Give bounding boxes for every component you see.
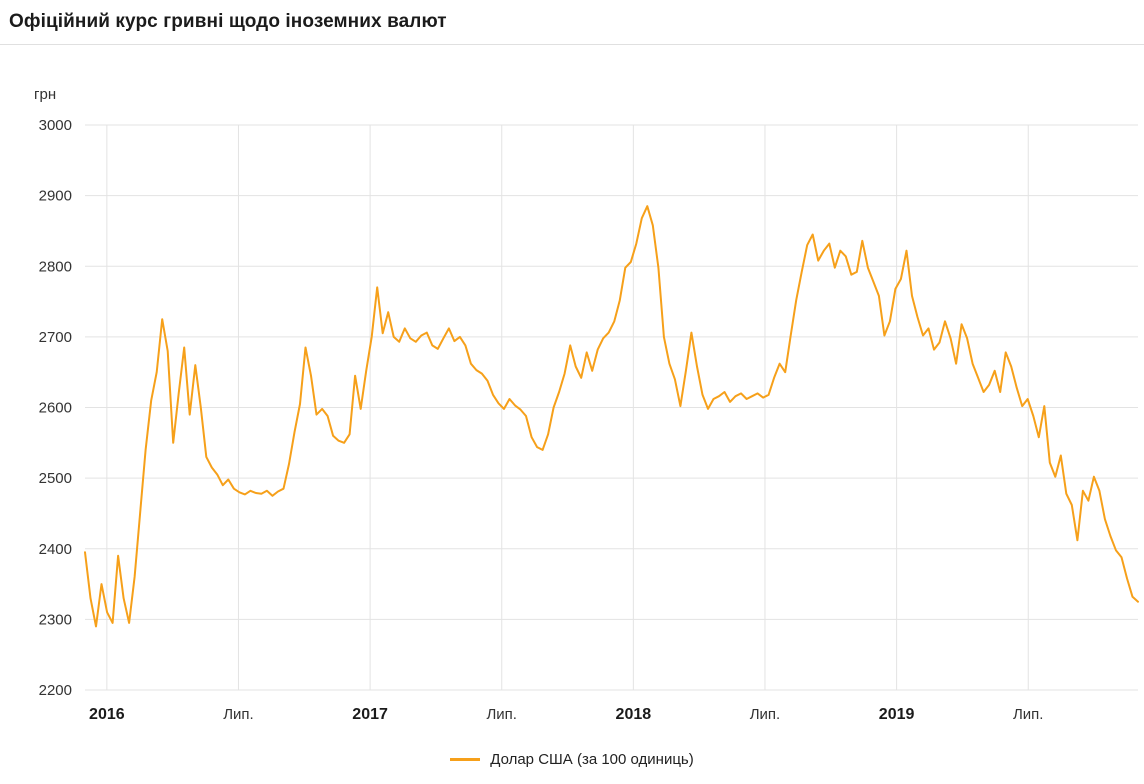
header: Офіційний курс гривні щодо іноземних вал… [0,0,1144,45]
x-tick-label: Лип. [750,706,781,723]
legend-line-swatch [450,758,481,761]
y-tick-label: 2700 [39,329,72,346]
x-tick-label: 2016 [89,706,125,723]
y-tick-label: 2400 [39,541,72,558]
y-axis-title: грн [34,86,56,103]
legend-item-usd[interactable]: Долар США (за 100 одиниць) [450,751,694,768]
y-tick-label: 2600 [39,400,72,417]
legend-label: Долар США (за 100 одиниць) [490,751,694,768]
x-tick-label: Лип. [486,706,517,723]
y-tick-label: 2900 [39,188,72,205]
legend: Долар США (за 100 одиниць) [0,735,1144,784]
y-tick-label: 2200 [39,682,72,699]
y-tick-label: 2800 [39,258,72,275]
x-tick-label: 2019 [879,706,915,723]
page-title: Офіційний курс гривні щодо іноземних вал… [9,11,447,32]
x-tick-label: 2017 [352,706,388,723]
chart-area: 2200 2300 2400 2500 2600 2700 2800 2900 3000 2016… [0,45,1144,735]
x-tick-label: Лип. [1013,706,1044,723]
x-tick-label: 2018 [616,706,652,723]
y-tick-label: 3000 [39,117,72,134]
series-line-usd [84,205,1139,628]
chart-svg: 2200 2300 2400 2500 2600 2700 2800 2900 3000 2016… [34,86,1139,723]
x-tick-label: Лип. [223,706,254,723]
y-tick-label: 2500 [39,470,72,487]
y-tick-label: 2300 [39,611,72,628]
